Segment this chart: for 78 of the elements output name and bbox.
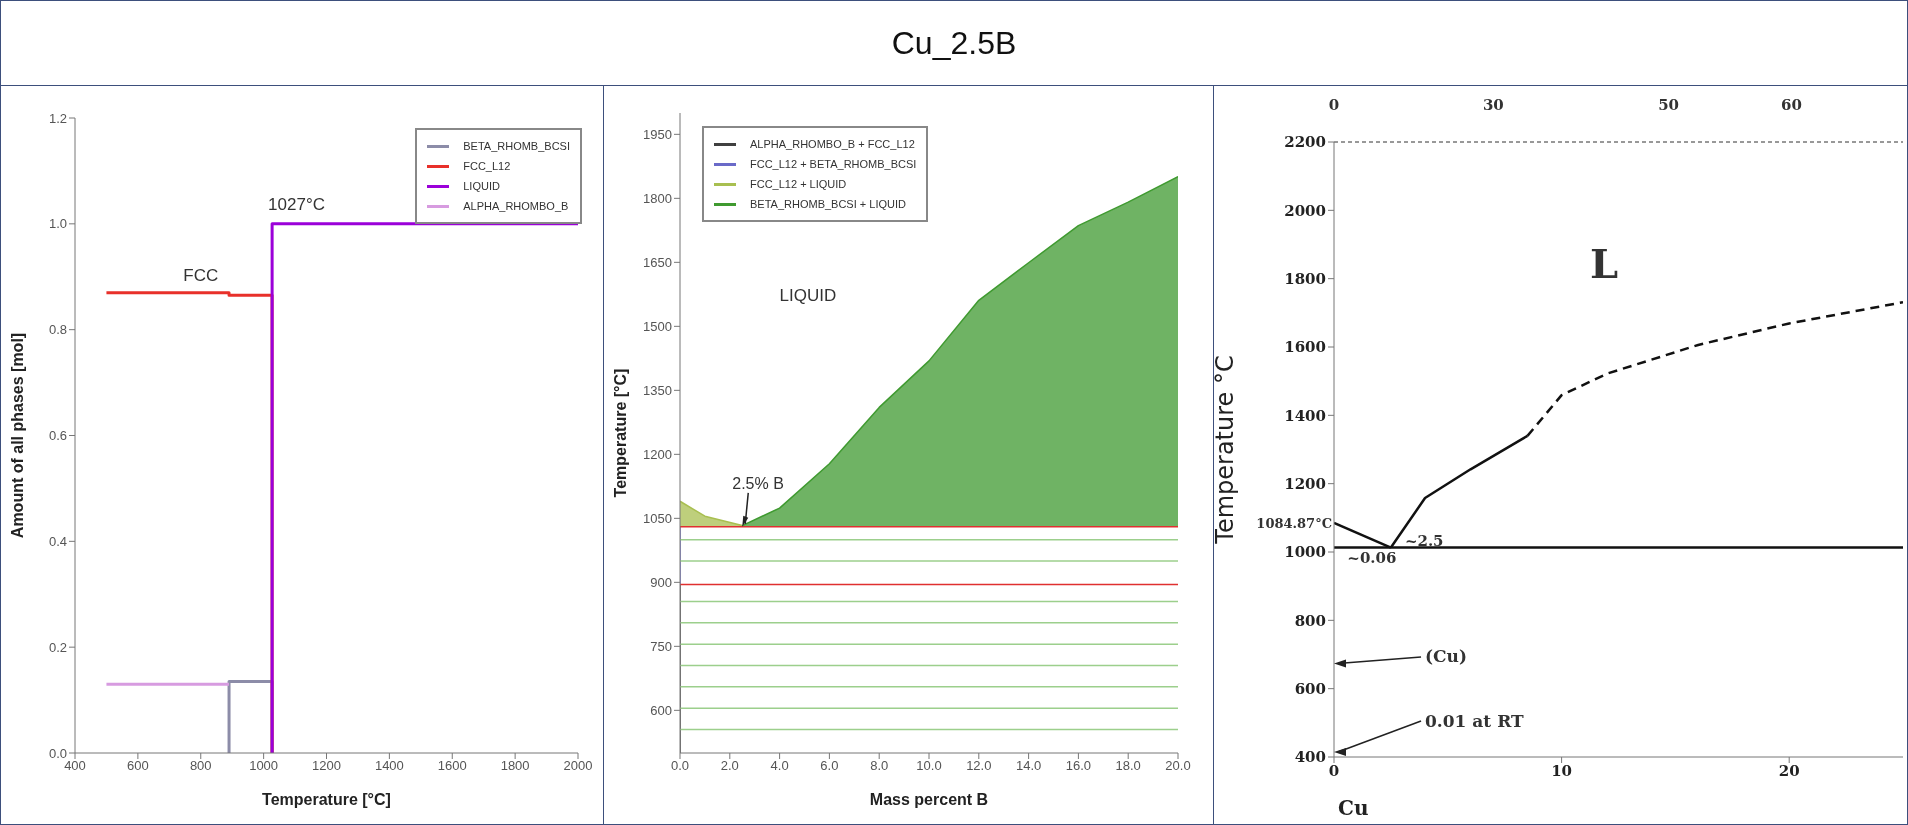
annotation: 1084.87°C <box>1256 515 1332 531</box>
x-tick-label: 1600 <box>437 758 467 774</box>
legend-label: FCC_L12 + LIQUID <box>750 178 847 190</box>
y-axis-title: Amount of all phases [mol] <box>8 332 26 539</box>
text: 0 <box>1328 95 1340 114</box>
x-tick-label: 12.0 <box>966 758 992 774</box>
x-tick-label: 400 <box>64 758 86 774</box>
x-tick-label: 20 <box>1778 761 1800 780</box>
x-tick-label: 600 <box>127 758 149 774</box>
x-tick-label: 14.0 <box>1015 758 1042 774</box>
x-tick-label: 0 <box>1328 761 1340 780</box>
annotation: ~2.5 <box>1404 531 1444 550</box>
y-tick-label: 0.6 <box>48 428 67 444</box>
legend-label: BETA_RHOMB_BCSI + LIQUID <box>750 198 906 210</box>
legend-label: BETA_RHOMB_BCSI <box>463 140 570 152</box>
x-tick-label: 4.0 <box>770 758 789 774</box>
y-tick-label: 1000 <box>1284 543 1326 562</box>
x-tick-label: 2000 <box>563 758 593 774</box>
annotation: LIQUID <box>779 285 837 306</box>
y-tick-label: 1.2 <box>48 110 67 126</box>
y-tick-label: 750 <box>650 638 672 654</box>
x-tick-label: 1800 <box>500 758 530 774</box>
x-tick-label: 10 <box>1551 761 1573 780</box>
x-tick-label: 1000 <box>249 758 279 774</box>
x-tick-label: 2.0 <box>720 758 739 774</box>
x-tick-label: 10.0 <box>916 758 942 774</box>
x-tick-label: 800 <box>189 758 212 774</box>
y-tick-label: 0.0 <box>48 745 67 761</box>
y-axis-title: Temperature [°C] <box>611 368 629 498</box>
y-tick-label: 0.4 <box>48 533 67 549</box>
y-tick-label: 900 <box>650 574 672 590</box>
legend-label: FCC_L12 + BETA_RHOMB_BCSI <box>750 158 917 170</box>
y-tick-label: 2200 <box>1284 133 1326 152</box>
chart-title: Cu_2.5B <box>891 24 1017 62</box>
x-tick-label: 1400 <box>374 758 404 774</box>
y-tick-label: 600 <box>650 702 672 718</box>
x-tick-label: 20.0 <box>1165 758 1191 774</box>
y-tick-label: 0.8 <box>48 322 67 338</box>
y-tick-label: 800 <box>1294 611 1326 630</box>
y-tick-label: 1800 <box>643 190 672 206</box>
y-tick-label: 1050 <box>643 510 672 526</box>
y-tick-label: 1650 <box>643 254 672 270</box>
x-tick-label: 16.0 <box>1065 758 1092 774</box>
x-axis-title: Mass percent B <box>869 791 989 808</box>
y-tick-label: 0.2 <box>48 639 67 655</box>
legend-label: ALPHA_RHOMBO_B + FCC_L12 <box>750 138 915 150</box>
y-axis-title: Temperature °C <box>1210 355 1239 545</box>
x-tick-label: 8.0 <box>870 758 889 774</box>
text: 60 <box>1781 95 1802 114</box>
x-tick-label: 6.0 <box>820 758 839 774</box>
annotation: L <box>1590 240 1619 288</box>
y-tick-label: 1800 <box>1284 269 1326 288</box>
y-tick-label: 1200 <box>643 446 672 462</box>
y-tick-label: 1500 <box>643 318 672 334</box>
y-tick-label: 1350 <box>643 382 672 398</box>
text: 50 <box>1658 95 1679 114</box>
x-tick-label: 1200 <box>312 758 341 774</box>
annotation: 1027°C <box>268 194 326 214</box>
y-tick-label: 2000 <box>1284 201 1326 220</box>
annotation: FCC <box>183 265 219 285</box>
legend-label: ALPHA_RHOMBO_B <box>463 200 569 212</box>
y-tick-label: 600 <box>1294 679 1326 698</box>
y-tick-label: 1200 <box>1284 474 1326 493</box>
x-tick-label: 18.0 <box>1115 758 1141 774</box>
y-tick-label: 1950 <box>643 126 672 142</box>
legend-label: LIQUID <box>463 180 500 192</box>
annotation: 2.5% B <box>732 474 784 492</box>
annotation: (Cu) <box>1425 646 1468 667</box>
legend-label: FCC_L12 <box>463 160 511 172</box>
y-tick-label: 1400 <box>1284 406 1326 425</box>
x-axis-title: Cu <box>1338 796 1369 820</box>
x-tick-label: 0.0 <box>670 758 690 774</box>
annotation: ~0.06 <box>1347 548 1397 567</box>
annotation: 0.01 at RT <box>1425 710 1524 731</box>
y-tick-label: 1600 <box>1284 338 1326 357</box>
x-axis-title: Temperature [°C] <box>262 791 391 808</box>
text: 30 <box>1482 95 1504 114</box>
y-tick-label: 1.0 <box>48 216 67 232</box>
